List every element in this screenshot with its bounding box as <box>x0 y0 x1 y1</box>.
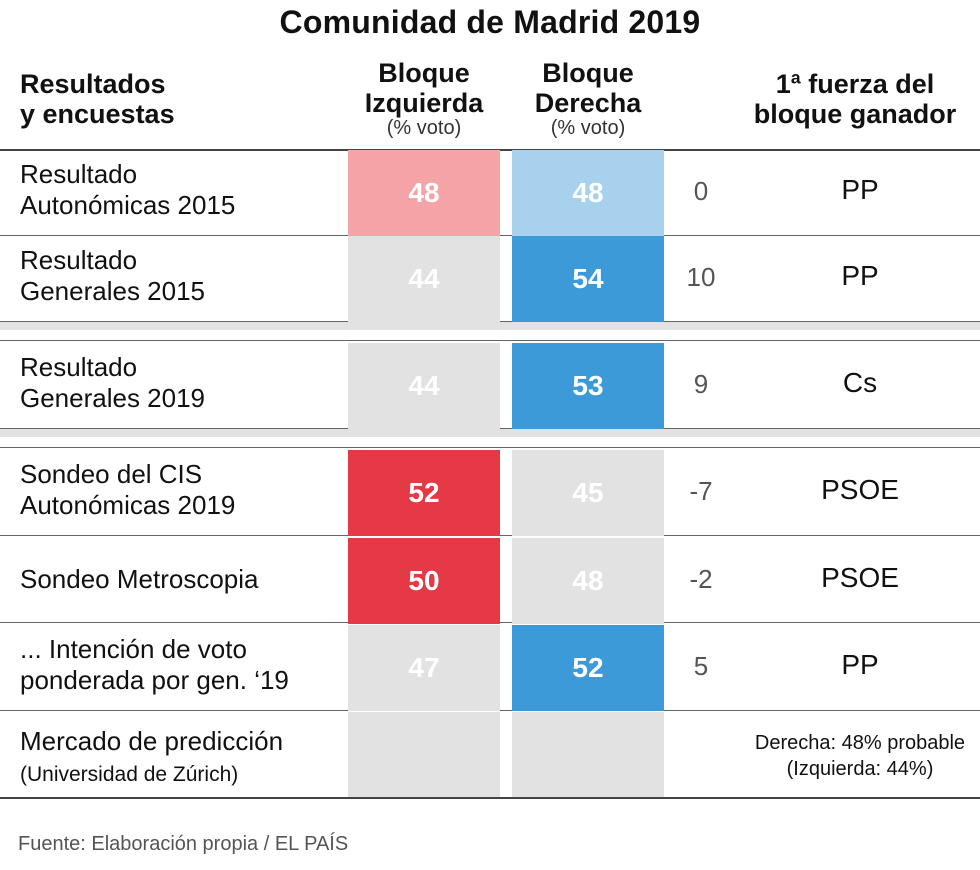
market-note-line1: Derecha: 48% probable <box>754 732 966 754</box>
header-right-line1: Bloque <box>542 58 634 88</box>
source-note: Fuente: Elaboración propia / EL PAÍS <box>18 833 349 855</box>
left-bloc-value: 44 <box>348 236 500 322</box>
left-bloc-value: 52 <box>348 450 500 536</box>
right-bloc-value: 48 <box>512 150 664 236</box>
row-label-line2: Generales 2019 <box>20 383 206 413</box>
difference-value: 0 <box>693 176 709 206</box>
right-bloc-value: 54 <box>512 236 664 322</box>
winning-party: Cs <box>842 367 878 398</box>
row-label-line1: Sondeo del CIS <box>20 459 203 489</box>
difference-value: 5 <box>693 651 709 681</box>
header-left-bloc: Bloque Izquierda (% voto) <box>348 58 500 138</box>
row-label: Resultado Autonómicas 2015 <box>20 159 235 221</box>
market-label-line1: Mercado de predicción <box>20 726 284 756</box>
header-left-sub: (% voto) <box>386 117 462 139</box>
difference-value: 9 <box>693 369 709 399</box>
difference-value: -2 <box>689 564 713 594</box>
header-results-line2: y encuestas <box>20 99 175 129</box>
winning-party: PP <box>841 649 879 680</box>
header-winner-line2: bloque ganador <box>753 99 957 129</box>
row-label-line1: ... Intención de voto <box>20 634 247 664</box>
winning-party: PSOE <box>821 474 899 505</box>
winning-party: PP <box>841 174 879 205</box>
row-divider <box>0 447 980 448</box>
row-label: Sondeo Metroscopia <box>20 564 259 594</box>
right-bloc-value: 48 <box>512 538 664 624</box>
row-divider <box>0 797 980 799</box>
right-bloc-value: 53 <box>512 343 664 429</box>
header-right-line2: Derecha <box>534 88 642 118</box>
market-note-line2: (Izquierda: 44%) <box>786 758 934 780</box>
market-label-line2: (Universidad de Zúrich) <box>20 763 239 786</box>
header-right-bloc: Bloque Derecha (% voto) <box>512 58 664 138</box>
row-divider <box>0 340 980 341</box>
row-label-line2: Autonómicas 2019 <box>20 490 236 520</box>
left-bloc-value: 44 <box>348 343 500 429</box>
winning-party: PP <box>841 260 879 291</box>
left-bloc-value: 47 <box>348 625 500 711</box>
header-winner: 1ª fuerza del bloque ganador <box>730 69 980 129</box>
left-bloc-value: 50 <box>348 538 500 624</box>
header-results: Resultados y encuestas <box>20 69 175 129</box>
section-separator <box>0 429 980 437</box>
row-label-line2: Autonómicas 2015 <box>20 190 236 220</box>
row-label: Resultado Generales 2015 <box>20 245 205 307</box>
right-bloc-value: 45 <box>512 450 664 536</box>
row-label-line1: Resultado <box>20 245 138 275</box>
market-left-empty <box>348 712 500 797</box>
market-note: Derecha: 48% probable (Izquierda: 44%) <box>740 730 980 782</box>
header-left-line2: Izquierda <box>364 88 484 118</box>
left-bloc-value: 48 <box>348 150 500 236</box>
market-label: Mercado de predicción (Universidad de Zú… <box>20 726 283 790</box>
right-bloc-value: 52 <box>512 625 664 711</box>
winning-party: PSOE <box>821 562 899 593</box>
difference-value: 10 <box>686 262 716 292</box>
header-winner-line1: 1ª fuerza del <box>775 69 935 99</box>
market-right-empty <box>512 712 664 797</box>
header-left-line1: Bloque <box>378 58 470 88</box>
row-label-line1: Resultado <box>20 352 138 382</box>
difference-value: -7 <box>689 476 713 506</box>
section-separator <box>0 322 980 330</box>
row-label: Resultado Generales 2019 <box>20 352 205 414</box>
row-label: ... Intención de voto ponderada por gen. … <box>20 634 289 696</box>
chart-title: Comunidad de Madrid 2019 <box>279 4 701 40</box>
header-right-sub: (% voto) <box>550 117 626 139</box>
row-label-line2: Generales 2015 <box>20 276 206 306</box>
row-label-line2: ponderada por gen. ‘19 <box>20 665 289 695</box>
row-label-line1: Resultado <box>20 159 138 189</box>
header-results-line1: Resultados <box>20 69 166 99</box>
row-label: Sondeo del CIS Autonómicas 2019 <box>20 459 235 521</box>
